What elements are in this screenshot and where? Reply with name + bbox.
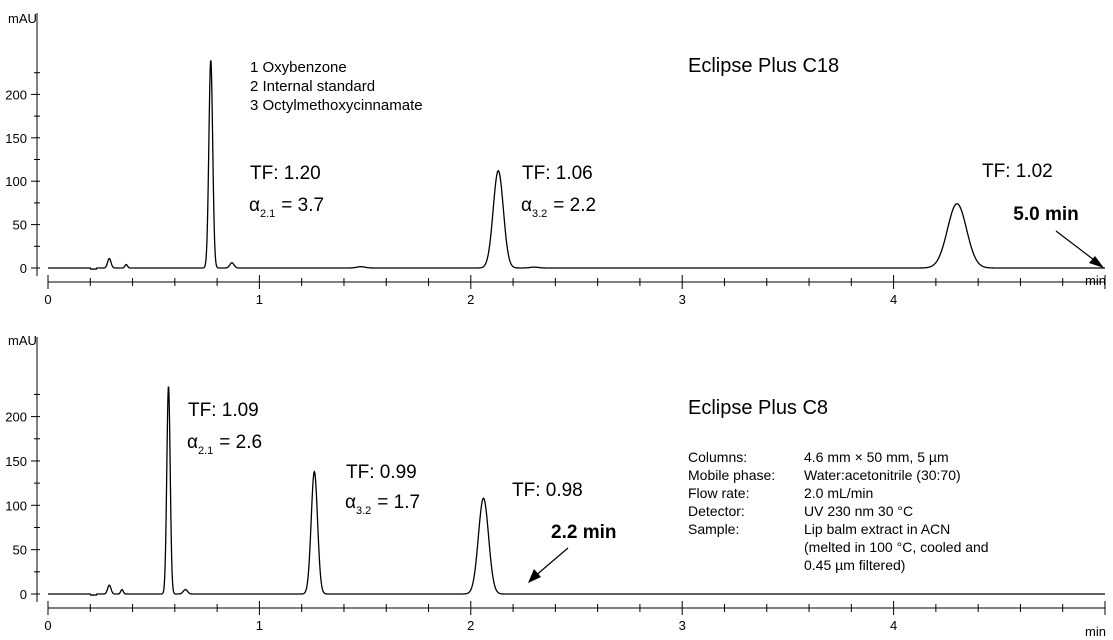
c8-y-tick-label: 200 [5, 410, 27, 425]
c8-y-tick-label: 0 [20, 587, 27, 602]
c8-y-tick-label: 50 [13, 543, 27, 558]
chromatogram-c8: 0 50 100 150 200 0 1 2 3 4 mAU min Eclipse Plus C… [5, 333, 1106, 639]
c18-x-tick-label: 4 [890, 292, 897, 307]
alpha-subscript: 3.2 [356, 505, 371, 517]
c8-run-time: 2.2 min [551, 522, 616, 543]
condition-label: Detector: [688, 503, 745, 519]
c8-peak1-alpha: α2.1 = 2.6 [187, 432, 262, 457]
c8-peak2-tf: TF: 0.99 [346, 462, 417, 483]
c8-x-tick-label: 4 [890, 618, 897, 633]
legend-item-1: 1 Oxybenzone [250, 59, 347, 76]
c8-xlabel: min [1085, 624, 1106, 639]
condition-value: 0.45 µm filtered) [804, 557, 905, 573]
c8-y-tick-label: 150 [5, 454, 27, 469]
c18-xlabel: min [1085, 273, 1106, 288]
c18-peak2-tf: TF: 1.06 [522, 163, 593, 184]
c18-x-tick-label: 0 [44, 292, 51, 307]
alpha-subscript: 2.1 [260, 208, 275, 220]
condition-label: Flow rate: [688, 485, 749, 501]
c18-peak1-alpha: α2.1 = 3.7 [249, 195, 324, 220]
alpha-symbol: α [249, 195, 260, 216]
c18-y-tick-label: 0 [20, 261, 27, 276]
condition-value: 2.0 mL/min [804, 485, 873, 501]
c18-x-tick-label: 1 [256, 292, 263, 307]
c18-y-tick-label: 100 [5, 174, 27, 189]
c8-x-tick-label: 0 [44, 618, 51, 633]
c18-ticks: 0 50 100 150 200 0 1 2 3 4 [5, 73, 1105, 307]
alpha-symbol: α [521, 195, 532, 216]
condition-value: 4.6 mm × 50 mm, 5 µm [804, 449, 949, 465]
legend-item-2: 2 Internal standard [250, 78, 375, 95]
c18-run-time-arrow [1056, 231, 1104, 268]
c18-x-tick-label: 2 [467, 292, 474, 307]
alpha-symbol: α [187, 432, 198, 453]
c8-x-tick-label: 3 [679, 618, 686, 633]
c8-x-tick-label: 1 [256, 618, 263, 633]
alpha-value: = 3.7 [281, 195, 324, 216]
c8-ylabel: mAU [8, 333, 37, 348]
alpha-subscript: 3.2 [532, 208, 547, 220]
chromatogram-c18: 0 50 100 150 200 0 1 2 3 4 mAU min Eclipse Plus C… [5, 11, 1106, 307]
condition-value: Lip balm extract in ACN [804, 521, 950, 537]
c8-x-tick-label: 2 [467, 618, 474, 633]
alpha-value: = 2.2 [553, 195, 596, 216]
conditions-table: Columns: 4.6 mm × 50 mm, 5 µm Mobile pha… [688, 449, 989, 573]
legend-item-3: 3 Octylmethoxycinnamate [250, 97, 423, 114]
c8-run-time-arrow [528, 548, 568, 583]
c18-peak1-tf: TF: 1.20 [250, 163, 321, 184]
condition-label: Mobile phase: [688, 467, 775, 483]
c8-peak1-tf: TF: 1.09 [188, 400, 259, 421]
c8-peak3-tf: TF: 0.98 [512, 480, 583, 501]
condition-value: (melted in 100 °C, cooled and [804, 539, 989, 555]
c8-title: Eclipse Plus C8 [688, 397, 828, 419]
c18-y-tick-label: 150 [5, 131, 27, 146]
condition-label: Columns: [688, 449, 747, 465]
alpha-subscript: 2.1 [198, 445, 213, 457]
c8-peak2-alpha: α3.2 = 1.7 [345, 492, 420, 517]
c18-y-tick-label: 200 [5, 87, 27, 102]
alpha-symbol: α [345, 492, 356, 513]
c18-peak3-tf: TF: 1.02 [982, 161, 1053, 182]
c18-peak2-alpha: α3.2 = 2.2 [521, 195, 596, 220]
condition-value: Water:acetonitrile (30:70) [804, 467, 961, 483]
alpha-value: = 1.7 [377, 492, 420, 513]
c18-x-tick-label: 3 [679, 292, 686, 307]
condition-value: UV 230 nm 30 °C [804, 503, 913, 519]
c8-y-tick-label: 100 [5, 498, 27, 513]
c18-ylabel: mAU [8, 11, 37, 26]
c18-title: Eclipse Plus C18 [688, 55, 839, 77]
alpha-value: = 2.6 [219, 432, 262, 453]
c18-run-time: 5.0 min [1013, 204, 1078, 225]
condition-label: Sample: [688, 521, 739, 537]
c18-y-tick-label: 50 [13, 218, 27, 233]
